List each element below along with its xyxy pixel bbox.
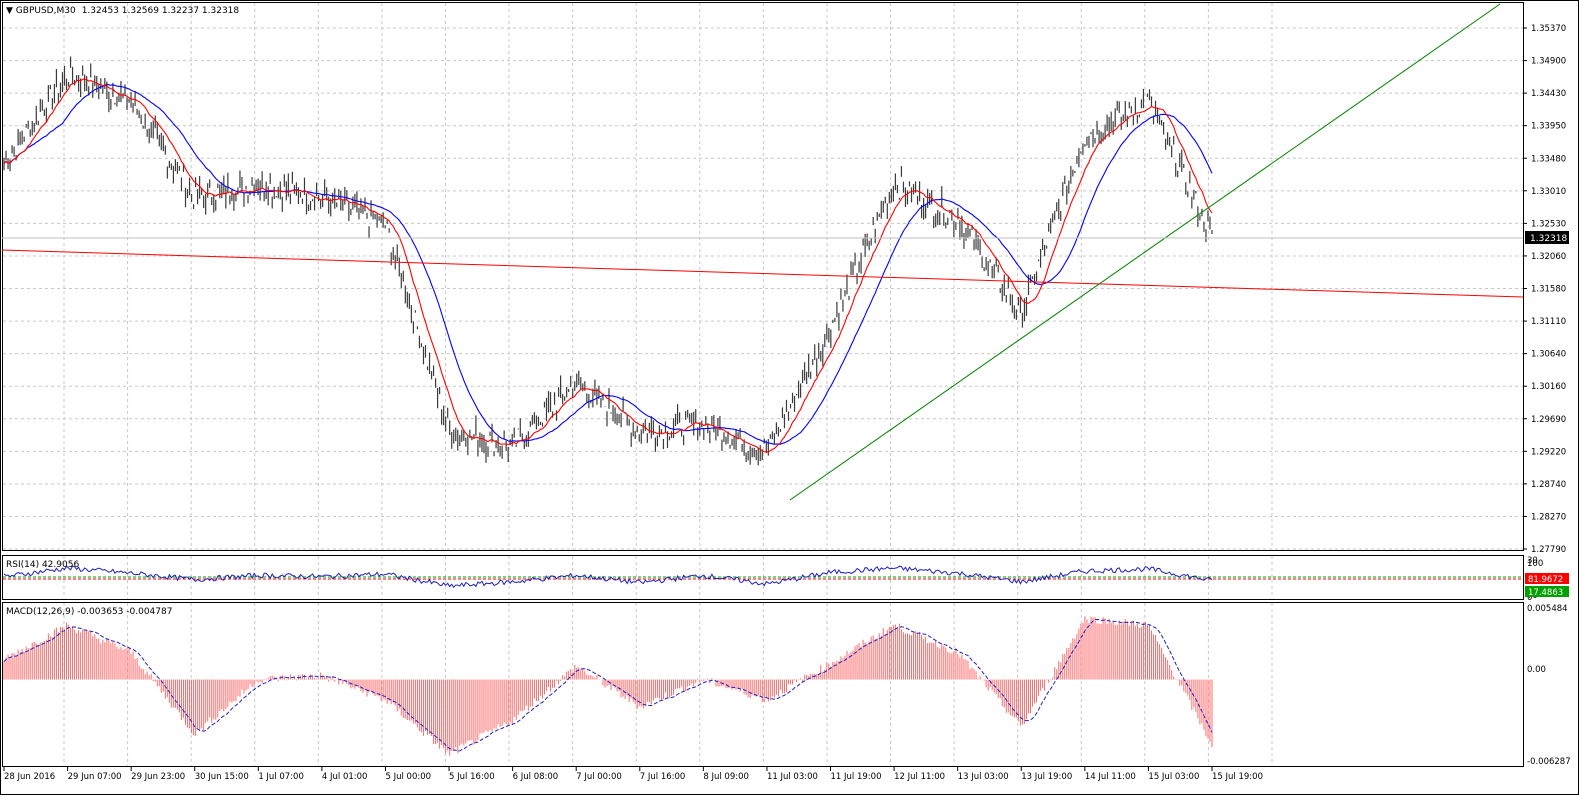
moving-average-fast [3,78,1213,453]
price-pane[interactable]: 1.35370 1.34900 1.34430 1.33950 1.33480 1.330… [1,2,1569,556]
time-axis-label: 8 Jul 09:00 [703,772,749,782]
price-axis-tick: 1.30160 [1531,382,1566,392]
price-axis-tick: 1.35370 [1531,24,1566,34]
rsi-lower-level-value: 17.4863 [1528,588,1563,598]
time-axis-label: 29 Jun 07:00 [68,772,122,782]
moving-average-slow [3,83,1213,445]
symbol-name: GBPUSD,M30 [16,6,76,16]
price-axis-tick: 1.28270 [1531,512,1566,522]
time-axis-label: 11 Jul 19:00 [831,772,882,782]
rsi-label: RSI(14) 42.9056 [6,560,79,570]
rsi-line [3,565,1213,589]
current-price-tag [1525,231,1569,244]
price-axis-tick: 1.31110 [1531,317,1566,327]
time-axis-label: 5 Jul 00:00 [385,772,431,782]
time-axis-label: 15 Jul 03:00 [1148,772,1199,782]
price-axis-tick: 1.29220 [1531,447,1566,457]
rsi-axis-tick: 0 [1527,593,1532,603]
price-axis-tick: 1.27790 [1531,545,1566,555]
time-axis-label: 30 Jun 15:00 [195,772,249,782]
macd-label: MACD(12,26,9) -0.003653 -0.004787 [6,607,172,617]
time-axis-label: 5 Jul 16:00 [449,772,495,782]
price-pane-border [2,2,1524,551]
price-grid [3,3,1523,550]
time-axis-label: 13 Jul 19:00 [1021,772,1072,782]
time-axis-label: 12 Jul 11:00 [894,772,945,782]
macd-axis-tick: -0.006287 [1527,757,1571,767]
price-axis-tick: 1.32530 [1531,219,1566,229]
ohlc-values: 1.32453 1.32569 1.32237 1.32318 [82,6,240,16]
rsi-pane-border [2,555,1524,600]
rsi-upper-level-tag [1525,573,1569,584]
price-axis-tick: 1.28740 [1531,480,1566,490]
time-axis-label: 4 Jul 01:00 [322,772,368,782]
price-axis-tick: 1.34900 [1531,57,1566,67]
time-axis-label: 14 Jul 11:00 [1085,772,1136,782]
time-axis-label: 13 Jul 03:00 [958,772,1009,782]
macd-pane[interactable]: MACD(12,26,9) -0.003653 -0.004787 0.0054… [2,602,1571,768]
price-axis-tick: 1.33480 [1531,154,1566,164]
price-axis-tick: 1.29690 [1531,415,1566,425]
time-axis-label: 28 Jun 2016 [4,772,55,782]
macd-histogram [3,616,1213,756]
resistance-trendline[interactable] [1,249,1524,298]
price-axis-tick: 1.32060 [1531,252,1566,262]
macd-axis-tick: 0.00 [1527,665,1546,675]
header-arrow-icon: ▼ [6,6,16,16]
time-axis-label: 7 Jul 00:00 [576,772,622,782]
current-price-label: 1.32318 [1530,234,1567,244]
rsi-upper-level-value: 81.9672 [1528,575,1563,585]
rsi-axis-tick: 30 [1527,556,1538,566]
price-axis-tick: 1.33010 [1531,187,1566,197]
price-axis: 1.35370 1.34900 1.34430 1.33950 1.33480 1.330… [1523,24,1566,555]
price-axis-tick: 1.30640 [1531,350,1566,360]
rsi-lower-level-tag [1525,586,1569,597]
rsi-axis-tick: 100 [1527,559,1543,569]
time-axis-label: 1 Jul 07:00 [258,772,304,782]
time-axis-label: 6 Jul 08:00 [513,772,559,782]
macd-axis: 0.005484 0.00 -0.006287 [1527,604,1571,767]
rsi-pane[interactable]: RSI(14) 42.9056 100 70 30 0 81.967217.48… [2,555,1570,604]
time-axis-label: 15 Jul 19:00 [1212,772,1263,782]
rsi-grid [63,556,1273,599]
support-trendline[interactable] [789,3,1501,501]
price-axis-tick: 1.34430 [1531,89,1566,99]
time-axis-label: 11 Jul 03:00 [767,772,818,782]
time-axis-label: 29 Jun 23:00 [131,772,185,782]
time-axis-label: 7 Jul 16:00 [640,772,686,782]
symbol-header: ▼ GBPUSD,M30 1.32453 1.32569 1.32237 1.32… [6,6,239,16]
price-axis-tick: 1.33950 [1531,122,1566,132]
price-axis-tick: 1.31580 [1531,285,1566,295]
macd-axis-tick: 0.005484 [1527,604,1568,614]
macd-signal-line [3,618,1213,752]
macd-pane-border [2,602,1524,767]
time-axis: 28 Jun 2016 29 Jun 07:00 29 Jun 23:00 30 Ju… [3,767,1263,782]
